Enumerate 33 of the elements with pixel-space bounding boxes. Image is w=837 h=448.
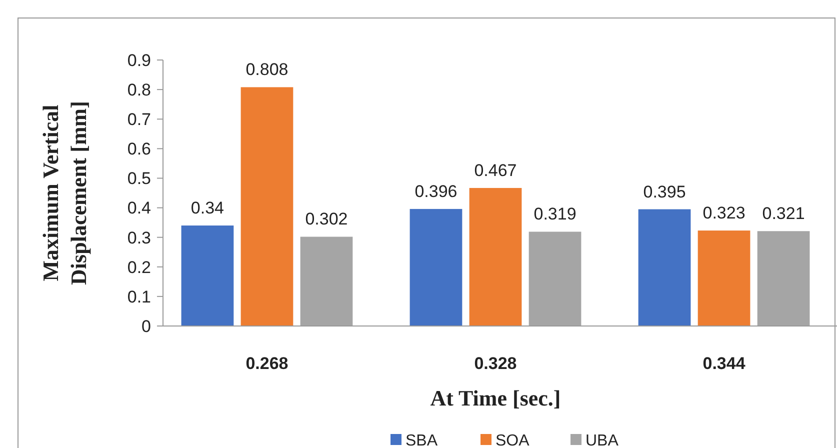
bar [638,209,691,326]
y-tick-label: 0.4 [127,198,151,218]
data-label: 0.808 [246,60,288,80]
bar [410,208,462,326]
x-tick-label: 0.328 [474,354,517,373]
x-tick-label: 0.344 [702,354,746,373]
bar [698,230,750,326]
data-label: 0.302 [305,210,348,229]
x-tick-label: 0.268 [246,354,288,373]
data-label: 0.395 [643,182,686,202]
y-tick-label: 0.8 [127,80,151,100]
y-axis-title: Maximum Vertical Displacement [mm] [38,101,91,285]
y-tick-label: 0 [142,316,151,336]
y-tick-label: 0.2 [127,258,151,277]
legend-label: SBA [406,432,438,448]
y-tick-label: 0.7 [127,110,151,130]
bar [181,226,234,326]
y-tick-label: 0.1 [127,287,151,306]
data-label: 0.467 [474,160,517,180]
legend-label: SOA [496,432,530,448]
data-label: 0.321 [762,204,805,224]
y-tick-label: 0.5 [127,169,151,188]
data-label: 0.319 [534,204,576,224]
y-tick-label: 0.9 [127,50,151,70]
y-tick-label: 0.3 [127,228,151,248]
bar [240,87,294,326]
y-tick-label: 0.6 [127,140,151,159]
data-label: 0.323 [702,204,746,223]
data-label: 0.396 [414,182,458,201]
data-label: 0.34 [190,198,224,218]
bar [469,188,522,326]
x-axis-title: At Time [sec.] [430,386,561,411]
legend-label: UBA [586,432,619,448]
